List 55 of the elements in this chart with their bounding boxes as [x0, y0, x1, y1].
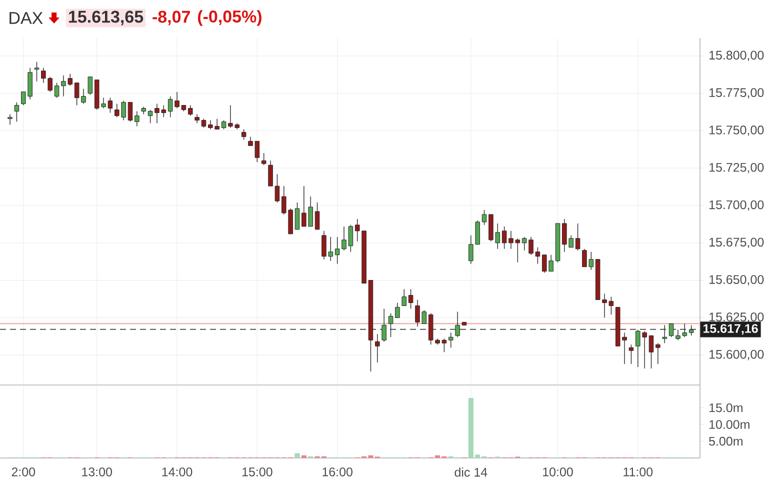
candlestick — [375, 334, 380, 363]
candlestick — [688, 324, 694, 336]
x-tick-label: 2:00 — [12, 468, 36, 476]
x-tick-label: 10:00 — [543, 468, 573, 476]
candlestick — [134, 110, 140, 127]
y-tick-label: 15.775,00 — [709, 88, 764, 98]
candlestick — [8, 114, 12, 126]
y-tick-label: 15.625,00 — [709, 312, 764, 323]
candlestick — [408, 288, 414, 310]
candlestick — [455, 311, 460, 338]
bar — [294, 453, 300, 458]
candlestick — [575, 223, 580, 251]
bar — [301, 455, 306, 458]
candlestick — [88, 76, 93, 96]
candlestick — [662, 324, 667, 344]
y-tick-label: 5.00m — [709, 436, 742, 446]
x-tick-label: 16:00 — [322, 468, 352, 476]
candlestick — [656, 342, 660, 364]
y-tick-label: 15.675,00 — [709, 238, 764, 248]
candlestick — [648, 335, 654, 369]
candlestick — [402, 288, 406, 306]
y-tick-label: 15.750,00 — [709, 126, 764, 136]
candlestick — [128, 102, 133, 122]
candlestick — [388, 312, 394, 338]
text: -8,07 — [152, 10, 190, 26]
candlestick — [628, 344, 634, 364]
candlestick — [294, 202, 300, 230]
x-tick-label: 14:00 — [162, 468, 192, 476]
y-tick-label: 15.700,00 — [709, 200, 764, 211]
candlestick — [482, 210, 487, 226]
x-tick-label: 13:00 — [82, 468, 112, 476]
candlestick — [395, 302, 400, 318]
chart-title: DAX — [10, 12, 43, 24]
x-tick-label: 15:00 — [242, 468, 272, 476]
candlestick — [314, 202, 320, 230]
candlestick — [14, 102, 20, 122]
y-tick-label: 15.800,00 — [709, 50, 764, 62]
ref-line-label: 15.617,16 — [703, 324, 758, 335]
candlestick — [108, 97, 113, 114]
candlestick — [382, 308, 386, 342]
candlestick — [188, 104, 193, 116]
y-tick-label: 15.600,00 — [709, 350, 764, 360]
candlestick — [261, 152, 266, 166]
y-tick-label: 15.650,00 — [709, 275, 764, 286]
candlestick — [448, 332, 454, 348]
x-tick-label: 11:00 — [624, 468, 653, 476]
text: (-0,05%) — [198, 10, 262, 26]
x-tick-label: dic 14 — [454, 468, 488, 477]
candlestick — [54, 82, 60, 98]
candlestick — [34, 62, 40, 82]
candlestick — [241, 128, 246, 140]
y-tick-label: 15.725,00 — [709, 162, 764, 174]
text: 15.613,65 — [69, 10, 144, 26]
y-tick-label: 10.00m — [709, 420, 750, 429]
y-tick-label: 15.0m — [709, 403, 742, 412]
